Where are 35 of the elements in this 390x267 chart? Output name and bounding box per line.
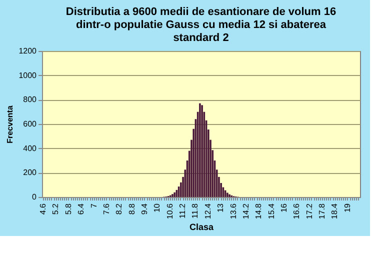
x-tick-label: 7.6 <box>102 202 111 215</box>
x-tick-label: 17.2 <box>304 202 314 220</box>
x-tick-label: 14.2 <box>241 202 250 220</box>
y-tick-label: 400 <box>23 144 38 153</box>
x-tick-label: 15.4 <box>266 202 276 220</box>
x-tick-label: 11.2 <box>178 202 188 218</box>
x-tick-label: 8.2 <box>114 202 124 215</box>
y-tick-label: 600 <box>23 120 38 128</box>
chart-title: Distributia a 9600 medii de esantionare de volum 16 dintr-o populatie Gauss cu media 12 si abaterea standard 2 <box>66 6 336 44</box>
y-tick-label: 800 <box>23 95 38 104</box>
x-tick-label: 13 <box>216 202 226 212</box>
x-tick-label: 10 <box>152 202 162 212</box>
x-tick-label: 17.8 <box>318 202 327 220</box>
x-tick-label: 10.6 <box>165 202 174 220</box>
x-tick-label: 11.8 <box>190 202 200 218</box>
x-tick-label: 16.6 <box>292 202 302 220</box>
x-axis-title: Clasa <box>189 222 214 232</box>
x-tick-label: 5.2 <box>51 202 60 215</box>
x-tick-label: 12.4 <box>203 202 212 220</box>
y-tick-label: 0 <box>32 192 38 202</box>
x-tick-label: 19 <box>342 202 352 212</box>
x-tick-label: 14.8 <box>254 202 264 220</box>
x-tick-label: 5.8 <box>64 202 73 215</box>
x-tick-label: 18.4 <box>330 202 340 220</box>
y-tick-label: 1200 <box>18 46 38 56</box>
y-tick-label: 1000 <box>18 70 38 80</box>
y-axis-title: Frecventa <box>6 105 15 144</box>
x-tick-label: 8.8 <box>127 202 136 215</box>
x-tick-label: 4.6 <box>38 202 48 215</box>
x-tick-label: 16 <box>279 202 288 212</box>
y-tick-label: 200 <box>23 168 38 178</box>
x-tick-label: 9.4 <box>140 202 149 215</box>
x-tick-label: 13.6 <box>228 202 238 220</box>
x-tick-label: 6.4 <box>76 202 86 215</box>
x-tick-label: 7 <box>89 202 98 208</box>
